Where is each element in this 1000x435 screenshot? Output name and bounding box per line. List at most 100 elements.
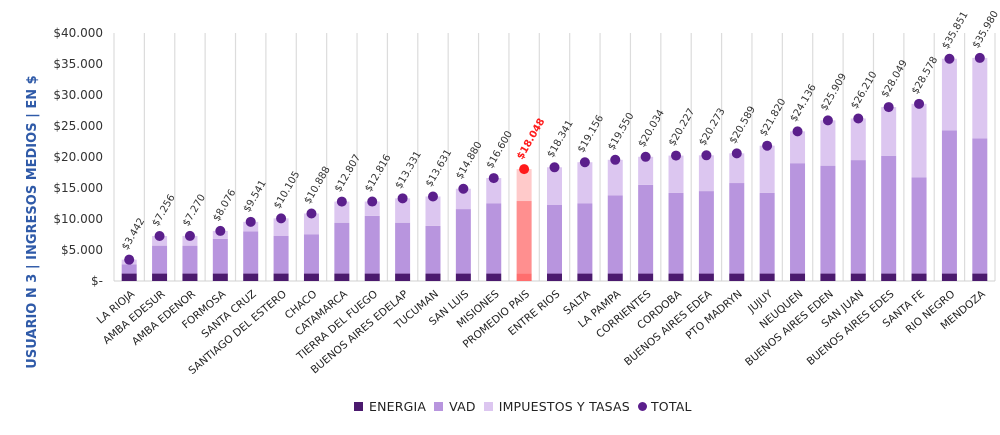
total-marker xyxy=(427,191,438,202)
bar-group xyxy=(182,230,198,281)
data-label: $16.600 xyxy=(485,129,515,170)
data-label: $28.049 xyxy=(880,58,910,99)
total-marker xyxy=(792,126,803,137)
data-label: $10.888 xyxy=(303,165,333,206)
data-label: $28.578 xyxy=(910,55,940,96)
bar-group xyxy=(820,115,836,281)
bar-group xyxy=(850,113,866,281)
bar-segment-vad xyxy=(668,192,684,274)
bar-segment-impuestos xyxy=(698,155,714,192)
bar-segment-vad xyxy=(334,222,350,274)
data-label: $14.880 xyxy=(454,140,484,181)
bar-group xyxy=(911,98,927,281)
bar-segment-energia xyxy=(182,273,198,281)
bar-segment-energia xyxy=(516,273,532,281)
bar-segment-impuestos xyxy=(334,201,350,223)
total-marker xyxy=(610,154,621,165)
y-axis: $- $5.000 $10.000 $15.000 $20.000 $25.000 $30.… xyxy=(53,26,103,288)
bar-segment-vad xyxy=(364,215,380,274)
bar-group xyxy=(455,183,471,281)
bar-group xyxy=(273,213,289,281)
bar-segment-vad xyxy=(759,192,775,274)
bar-segment-vad xyxy=(911,177,927,274)
bar-segment-vad xyxy=(547,204,562,274)
bar-group xyxy=(547,162,562,281)
bars xyxy=(121,52,988,281)
bar-group xyxy=(486,173,502,281)
data-label: $20.227 xyxy=(667,107,697,148)
bar-segment-impuestos xyxy=(820,120,836,166)
data-label: $35.851 xyxy=(941,10,971,51)
total-marker xyxy=(519,164,530,175)
total-marker xyxy=(883,102,894,113)
bar-segment-energia xyxy=(212,273,228,281)
total-marker xyxy=(944,53,955,64)
total-marker xyxy=(154,231,165,242)
data-label: $13.331 xyxy=(394,150,424,191)
y-tick-label: $10.000 xyxy=(53,212,103,226)
bar-segment-energia xyxy=(547,273,562,281)
bar-segment-impuestos xyxy=(729,153,745,184)
bar-segment-impuestos xyxy=(638,156,654,185)
bar-segment-energia xyxy=(243,273,259,281)
bar-segment-vad xyxy=(152,245,168,274)
data-label: $18.341 xyxy=(546,118,576,159)
bar-group xyxy=(941,53,957,281)
total-marker xyxy=(367,196,378,207)
bar-group xyxy=(303,208,319,281)
bar-segment-impuestos xyxy=(911,103,927,178)
bar-segment-impuestos xyxy=(455,188,471,210)
total-marker xyxy=(215,225,226,236)
bar-segment-vad xyxy=(972,138,988,274)
bar-group xyxy=(121,254,137,281)
bar-segment-energia xyxy=(303,273,319,281)
legend-label-total: TOTAL xyxy=(650,399,692,414)
total-marker xyxy=(701,150,712,161)
total-marker xyxy=(762,140,773,151)
bar-group xyxy=(243,216,259,281)
legend-label-impuestos: IMPUESTOS Y TASAS xyxy=(498,399,630,414)
bar-segment-vad xyxy=(638,184,654,274)
bar-segment-impuestos xyxy=(516,169,532,202)
bar-segment-energia xyxy=(790,273,806,281)
bar-group xyxy=(395,193,411,281)
bar-segment-vad xyxy=(303,234,319,274)
legend-swatch-vad xyxy=(434,402,444,411)
data-label: $3.442 xyxy=(120,216,147,252)
total-marker xyxy=(397,193,408,204)
bar-segment-energia xyxy=(607,273,623,281)
bar-segment-energia xyxy=(455,273,471,281)
total-marker xyxy=(974,52,985,63)
bar-segment-impuestos xyxy=(972,57,988,139)
bar-segment-energia xyxy=(364,273,380,281)
data-label: $12.816 xyxy=(363,153,393,194)
bar-segment-vad xyxy=(455,209,471,274)
bar-group xyxy=(152,231,168,281)
bar-segment-impuestos xyxy=(941,58,957,131)
total-marker xyxy=(245,216,256,227)
bar-segment-vad xyxy=(182,245,198,274)
data-label: $7.270 xyxy=(181,193,208,229)
total-marker xyxy=(124,254,135,265)
data-label: $20.273 xyxy=(697,106,727,147)
legend-item-total: TOTAL xyxy=(637,399,692,414)
bar-segment-impuestos xyxy=(364,201,380,216)
bar-segment-energia xyxy=(881,273,897,281)
data-label: $35.980 xyxy=(971,9,1000,50)
y-tick-label: $15.000 xyxy=(53,181,103,195)
y-tick-label: $- xyxy=(91,274,103,288)
data-label: $8.076 xyxy=(211,188,238,224)
total-marker xyxy=(640,151,651,162)
data-label: $20.034 xyxy=(637,108,667,149)
bar-segment-energia xyxy=(638,273,654,281)
total-marker xyxy=(671,150,682,161)
bar-segment-vad xyxy=(243,231,259,274)
legend-swatch-energia xyxy=(354,402,363,411)
data-label: $18.048 xyxy=(515,117,547,162)
bar-segment-energia xyxy=(668,273,684,281)
legend-item-vad: VAD xyxy=(434,399,476,414)
y-tick-label: $5.000 xyxy=(61,243,103,257)
bar-segment-impuestos xyxy=(547,167,562,205)
bar-segment-impuestos xyxy=(303,213,319,235)
